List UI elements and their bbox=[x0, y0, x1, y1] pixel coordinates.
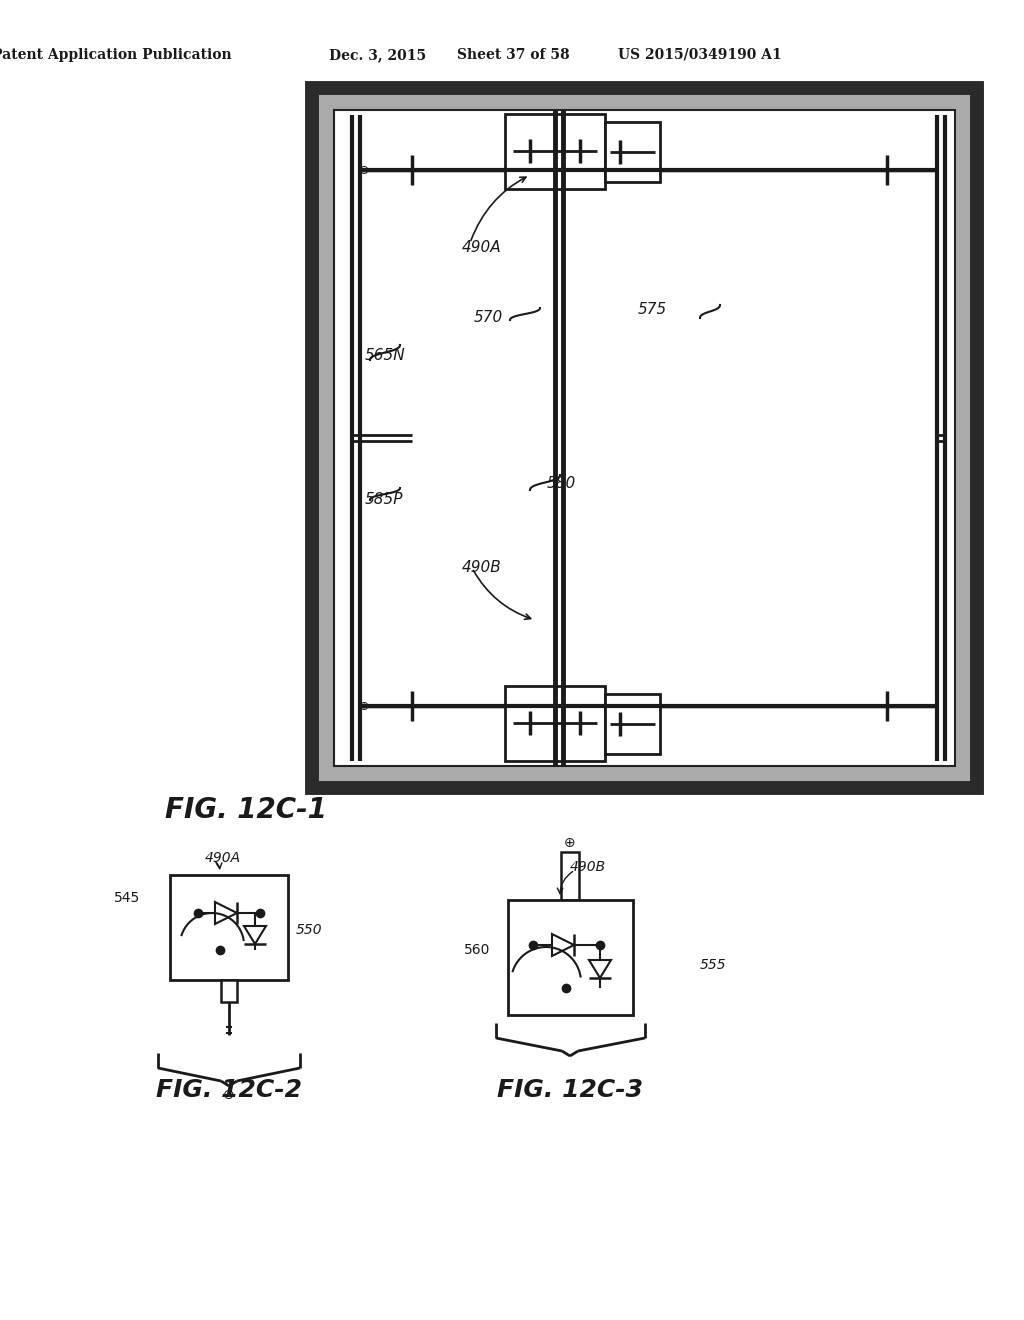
Bar bbox=[508, 900, 633, 1015]
Text: US 2015/0349190 A1: US 2015/0349190 A1 bbox=[618, 48, 782, 62]
Text: Patent Application Publication: Patent Application Publication bbox=[0, 48, 231, 62]
Text: 490A: 490A bbox=[205, 851, 241, 865]
Bar bbox=[334, 110, 955, 766]
Text: FIG. 12C-3: FIG. 12C-3 bbox=[497, 1078, 643, 1102]
Bar bbox=[605, 121, 660, 182]
Bar bbox=[561, 851, 579, 900]
Text: 550: 550 bbox=[296, 923, 323, 937]
Text: 580: 580 bbox=[547, 475, 577, 491]
Text: FIG. 12C-1: FIG. 12C-1 bbox=[165, 796, 327, 824]
Text: 570: 570 bbox=[474, 310, 503, 326]
Bar bbox=[170, 875, 288, 979]
Text: FIG. 12C-2: FIG. 12C-2 bbox=[156, 1078, 302, 1102]
Bar bbox=[221, 979, 237, 1002]
Text: 560: 560 bbox=[464, 942, 490, 957]
Text: 490B: 490B bbox=[462, 561, 502, 576]
Text: 575: 575 bbox=[638, 302, 668, 318]
Bar bbox=[605, 694, 660, 754]
Text: ⊕: ⊕ bbox=[358, 700, 370, 713]
Text: Dec. 3, 2015: Dec. 3, 2015 bbox=[330, 48, 427, 62]
Text: 490B: 490B bbox=[570, 861, 606, 874]
Bar bbox=[505, 686, 605, 762]
Text: ⊖: ⊖ bbox=[358, 164, 370, 177]
Text: 565N: 565N bbox=[365, 347, 406, 363]
Text: 585P: 585P bbox=[365, 492, 403, 507]
Text: 545: 545 bbox=[114, 891, 140, 906]
Text: 555: 555 bbox=[700, 958, 727, 972]
Text: ⊖: ⊖ bbox=[223, 1088, 234, 1102]
Bar bbox=[312, 88, 977, 788]
Text: Sheet 37 of 58: Sheet 37 of 58 bbox=[457, 48, 569, 62]
Text: ⊕: ⊕ bbox=[564, 836, 575, 850]
Bar bbox=[505, 114, 605, 189]
Text: 490A: 490A bbox=[462, 240, 502, 256]
